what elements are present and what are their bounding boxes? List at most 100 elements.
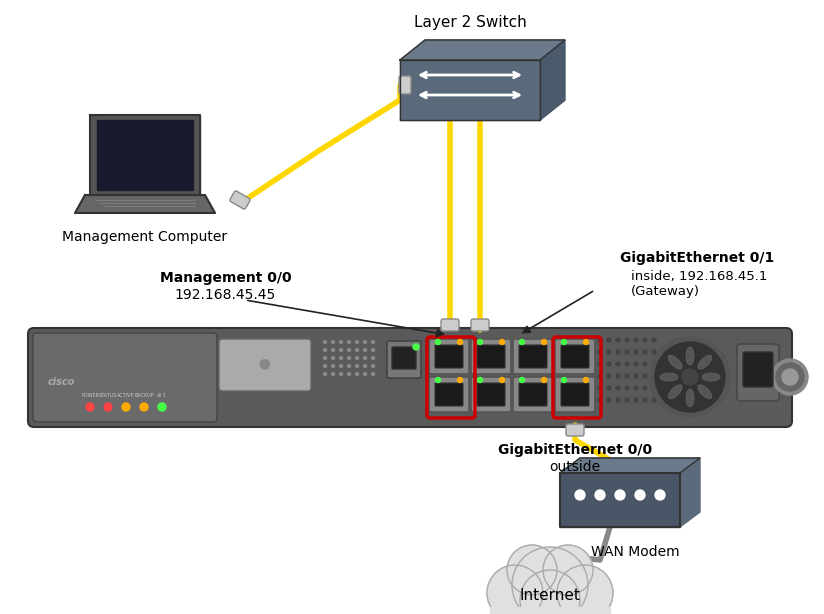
FancyBboxPatch shape [555,339,595,374]
Text: cisco: cisco [48,377,75,387]
Polygon shape [75,195,215,213]
Circle shape [625,398,629,402]
Polygon shape [680,458,700,527]
Polygon shape [97,120,193,190]
Circle shape [339,341,343,343]
Circle shape [520,570,580,614]
Text: Layer 2 Switch: Layer 2 Switch [414,15,527,30]
Ellipse shape [686,389,694,407]
Circle shape [372,373,374,376]
Circle shape [598,386,602,390]
Circle shape [616,338,620,342]
FancyBboxPatch shape [444,345,458,357]
Circle shape [607,362,611,366]
FancyBboxPatch shape [435,345,463,368]
FancyBboxPatch shape [513,377,553,412]
Polygon shape [560,458,700,473]
Text: POWER: POWER [81,393,99,398]
Circle shape [372,365,374,368]
FancyBboxPatch shape [444,359,458,371]
Circle shape [625,386,629,390]
Circle shape [598,350,602,354]
Circle shape [557,565,613,614]
Ellipse shape [698,355,712,369]
Circle shape [634,374,638,378]
Circle shape [561,340,566,344]
Circle shape [682,369,698,385]
FancyBboxPatch shape [471,319,489,331]
Circle shape [634,350,638,354]
Circle shape [324,341,326,343]
Text: GigabitEthernet 0/0: GigabitEthernet 0/0 [498,443,652,457]
Circle shape [575,490,585,500]
Circle shape [363,341,367,343]
Polygon shape [400,60,540,120]
Text: GigabitEthernet 0/1: GigabitEthernet 0/1 [620,251,775,265]
Ellipse shape [686,347,694,365]
Circle shape [625,350,629,354]
FancyBboxPatch shape [387,341,421,378]
Circle shape [595,490,605,500]
Circle shape [652,362,656,366]
Circle shape [331,365,335,368]
Circle shape [583,378,588,383]
Circle shape [348,349,350,351]
Circle shape [615,490,625,500]
FancyBboxPatch shape [399,76,411,94]
Text: inside, 192.168.45.1: inside, 192.168.45.1 [631,270,767,283]
FancyBboxPatch shape [471,339,511,374]
Circle shape [348,357,350,360]
Circle shape [635,490,645,500]
Text: STATUS: STATUS [99,393,117,398]
Circle shape [355,365,358,368]
Circle shape [598,362,602,366]
Circle shape [348,365,350,368]
Text: Management 0/0: Management 0/0 [160,271,292,285]
Circle shape [339,349,343,351]
Text: ●: ● [250,356,280,370]
FancyBboxPatch shape [743,352,773,387]
Text: BACKUP: BACKUP [134,393,154,398]
Circle shape [616,386,620,390]
Circle shape [643,374,647,378]
Circle shape [372,357,374,360]
Text: ACTIVE: ACTIVE [117,393,135,398]
Circle shape [348,373,350,376]
Text: (Gateway): (Gateway) [631,285,700,298]
Circle shape [643,338,647,342]
FancyBboxPatch shape [519,345,547,368]
FancyBboxPatch shape [561,345,589,368]
Circle shape [436,340,441,344]
FancyBboxPatch shape [737,344,779,401]
Circle shape [652,338,656,342]
FancyBboxPatch shape [435,383,463,406]
Circle shape [122,403,130,411]
Circle shape [607,338,611,342]
Text: 192.168.45.45: 192.168.45.45 [174,288,275,302]
Circle shape [355,349,358,351]
Polygon shape [90,115,200,195]
Circle shape [331,349,335,351]
Circle shape [655,342,725,412]
Polygon shape [560,473,680,527]
Circle shape [616,350,620,354]
Circle shape [643,362,647,366]
Circle shape [543,545,593,595]
Circle shape [487,565,543,614]
Circle shape [634,386,638,390]
Ellipse shape [668,385,682,399]
FancyBboxPatch shape [441,319,459,331]
Ellipse shape [702,373,720,381]
FancyBboxPatch shape [426,345,440,357]
Polygon shape [400,100,565,120]
Circle shape [598,374,602,378]
FancyBboxPatch shape [513,339,553,374]
Circle shape [499,378,504,383]
Circle shape [650,337,730,417]
Circle shape [477,340,483,344]
Circle shape [616,362,620,366]
FancyBboxPatch shape [477,383,505,406]
Ellipse shape [668,355,682,369]
FancyBboxPatch shape [426,359,440,371]
Circle shape [583,340,588,344]
